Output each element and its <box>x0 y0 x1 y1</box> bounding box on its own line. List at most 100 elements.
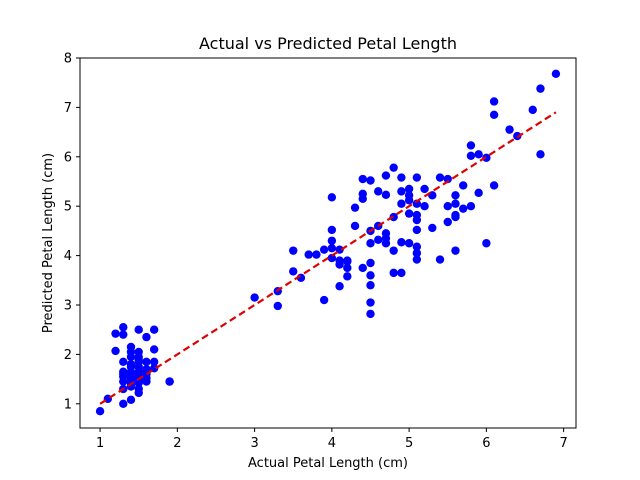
data-point <box>149 345 159 354</box>
data-point <box>489 97 499 106</box>
data-point <box>366 271 375 280</box>
y-axis-label: Predicted Petal Length (cm) <box>41 153 56 333</box>
data-point <box>374 187 383 196</box>
data-point <box>443 201 452 211</box>
data-point <box>366 239 375 248</box>
data-point <box>412 225 422 235</box>
data-point <box>134 355 143 364</box>
data-point <box>459 181 468 190</box>
data-point <box>273 301 282 311</box>
data-point <box>381 239 391 248</box>
reference-line-layer <box>99 111 557 405</box>
data-point <box>119 357 128 367</box>
data-point <box>289 267 298 276</box>
data-point <box>466 141 476 150</box>
data-point <box>289 246 298 255</box>
y-tick-label: 7 <box>64 101 72 116</box>
data-point <box>412 242 422 251</box>
data-point <box>119 330 128 339</box>
data-point <box>397 199 406 208</box>
data-point <box>389 163 398 172</box>
data-point <box>397 268 406 278</box>
data-point <box>412 173 422 182</box>
data-point <box>111 329 120 338</box>
data-point <box>126 347 136 357</box>
data-point <box>412 210 422 220</box>
data-point <box>482 239 491 248</box>
data-point <box>381 190 391 200</box>
data-point <box>142 373 151 383</box>
data-point <box>142 332 151 342</box>
data-point <box>358 263 367 273</box>
data-point <box>134 347 143 357</box>
data-point <box>451 199 460 208</box>
data-point <box>505 125 514 134</box>
data-point <box>489 181 499 190</box>
data-point <box>451 191 460 200</box>
x-axis: 1 2 3 4 5 6 7 <box>96 428 568 451</box>
data-point <box>412 255 422 264</box>
x-tick-label: 6 <box>482 436 490 451</box>
data-point <box>397 187 406 196</box>
data-point <box>335 282 344 291</box>
data-point <box>319 245 329 254</box>
y-tick-label: 1 <box>64 397 72 412</box>
data-point <box>327 225 337 235</box>
data-point <box>343 272 352 281</box>
data-point <box>119 399 128 408</box>
data-point <box>366 176 375 185</box>
data-point <box>404 184 414 194</box>
data-point <box>420 184 429 194</box>
data-point <box>474 150 483 159</box>
data-point <box>366 298 375 307</box>
data-point <box>319 295 329 305</box>
y-tick-label: 4 <box>64 249 72 264</box>
y-axis: 1 2 3 4 5 6 7 8 <box>64 52 80 412</box>
y-tick-label: 3 <box>64 298 72 313</box>
chart-title: Actual vs Predicted Petal Length <box>199 34 457 53</box>
data-point <box>119 377 128 386</box>
axes-frame <box>79 57 577 429</box>
data-point <box>165 377 174 386</box>
data-point <box>428 223 437 233</box>
data-point <box>358 194 367 203</box>
data-point <box>126 362 136 371</box>
data-point <box>389 268 398 278</box>
data-point <box>404 196 414 205</box>
data-point <box>435 173 445 182</box>
data-point <box>119 367 128 376</box>
data-point <box>149 357 159 367</box>
data-point <box>536 84 545 93</box>
data-point <box>366 309 375 319</box>
data-point <box>312 250 321 259</box>
data-point <box>343 263 352 273</box>
x-tick-label: 1 <box>96 436 104 451</box>
data-point <box>95 407 105 416</box>
data-point <box>358 174 367 184</box>
data-point <box>119 323 128 332</box>
data-point <box>389 246 398 255</box>
data-point <box>134 384 143 394</box>
data-point <box>126 370 136 380</box>
data-point <box>327 243 337 253</box>
data-point <box>404 239 414 248</box>
data-point <box>111 346 120 356</box>
data-point <box>366 281 375 290</box>
data-point <box>528 105 537 115</box>
x-tick-label: 7 <box>559 436 567 451</box>
data-point <box>149 325 159 334</box>
data-point <box>134 325 143 334</box>
data-point <box>126 395 136 405</box>
y-tick-label: 2 <box>64 348 72 363</box>
data-point <box>350 203 360 212</box>
data-point <box>443 174 452 184</box>
x-tick-label: 2 <box>173 436 181 451</box>
data-point <box>366 258 375 268</box>
data-point <box>304 250 313 259</box>
data-point <box>327 193 337 202</box>
data-point <box>489 110 499 120</box>
plot-area <box>95 69 561 416</box>
data-point <box>327 253 337 263</box>
